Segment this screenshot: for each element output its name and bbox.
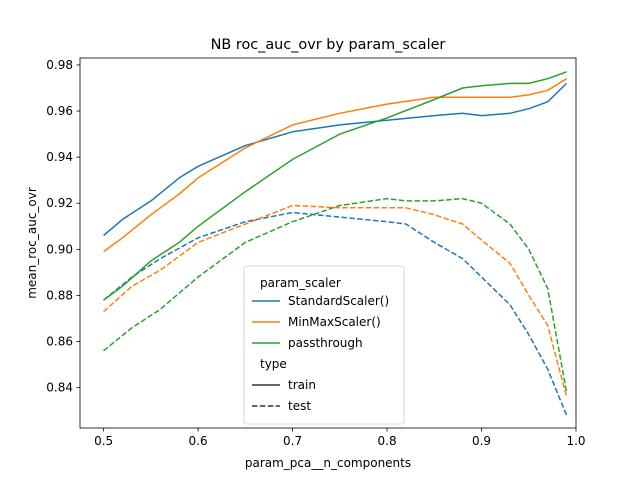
x-tick-label: 0.7 xyxy=(283,434,302,448)
series-line-passthrough-train xyxy=(103,71,567,301)
y-tick-label: 0.86 xyxy=(46,335,73,349)
y-axis-label: mean_roc_auc_ovr xyxy=(25,187,39,299)
legend-label-passthrough: passthrough xyxy=(288,336,363,350)
series-line-standardscaler-test xyxy=(103,211,568,416)
legend-item-train: train xyxy=(252,378,316,392)
x-tick-label: 0.6 xyxy=(189,434,208,448)
x-tick-label: 0.9 xyxy=(472,434,491,448)
y-tick-label: 0.96 xyxy=(46,104,73,118)
chart-title: NB roc_auc_ovr by param_scaler xyxy=(211,37,446,53)
plot-frame xyxy=(79,57,577,429)
legend-item-minmaxscaler: MinMaxScaler() xyxy=(252,315,381,329)
x-tick-label: 0.8 xyxy=(378,434,397,448)
legend: param_scaler StandardScaler() MinMaxScal… xyxy=(243,265,405,425)
x-axis-ticks: 0.5 0.6 0.7 0.8 0.9 1.0 xyxy=(94,428,586,448)
plot-area xyxy=(103,71,568,416)
series-line-minmaxscaler-train xyxy=(103,78,567,253)
y-tick-label: 0.90 xyxy=(46,242,73,256)
legend-label-train: train xyxy=(288,378,316,392)
legend-item-test: test xyxy=(252,399,311,413)
legend-item-standardscaler: StandardScaler() xyxy=(252,294,389,308)
y-tick-label: 0.84 xyxy=(46,381,73,395)
legend-hue-title: param_scaler xyxy=(260,276,341,290)
legend-label-minmaxscaler: MinMaxScaler() xyxy=(288,315,381,329)
y-tick-label: 0.92 xyxy=(46,196,73,210)
y-axis-ticks: 0.84 0.86 0.88 0.90 0.92 0.94 0.96 0.98 xyxy=(46,58,80,395)
x-tick-label: 1.0 xyxy=(566,434,585,448)
y-tick-label: 0.88 xyxy=(46,288,73,302)
legend-style-title: type xyxy=(260,357,287,371)
x-axis-label: param_pca__n_components xyxy=(245,456,411,470)
series-line-minmaxscaler-test xyxy=(103,204,568,398)
series-line-passthrough-test xyxy=(103,197,568,393)
x-tick-label: 0.5 xyxy=(94,434,113,448)
y-tick-label: 0.98 xyxy=(46,58,73,72)
legend-item-passthrough: passthrough xyxy=(252,336,363,350)
legend-label-standardscaler: StandardScaler() xyxy=(288,294,389,308)
legend-label-test: test xyxy=(288,399,311,413)
legend-box xyxy=(243,265,405,425)
y-tick-label: 0.94 xyxy=(46,150,73,164)
series-line-standardscaler-train xyxy=(103,82,568,237)
